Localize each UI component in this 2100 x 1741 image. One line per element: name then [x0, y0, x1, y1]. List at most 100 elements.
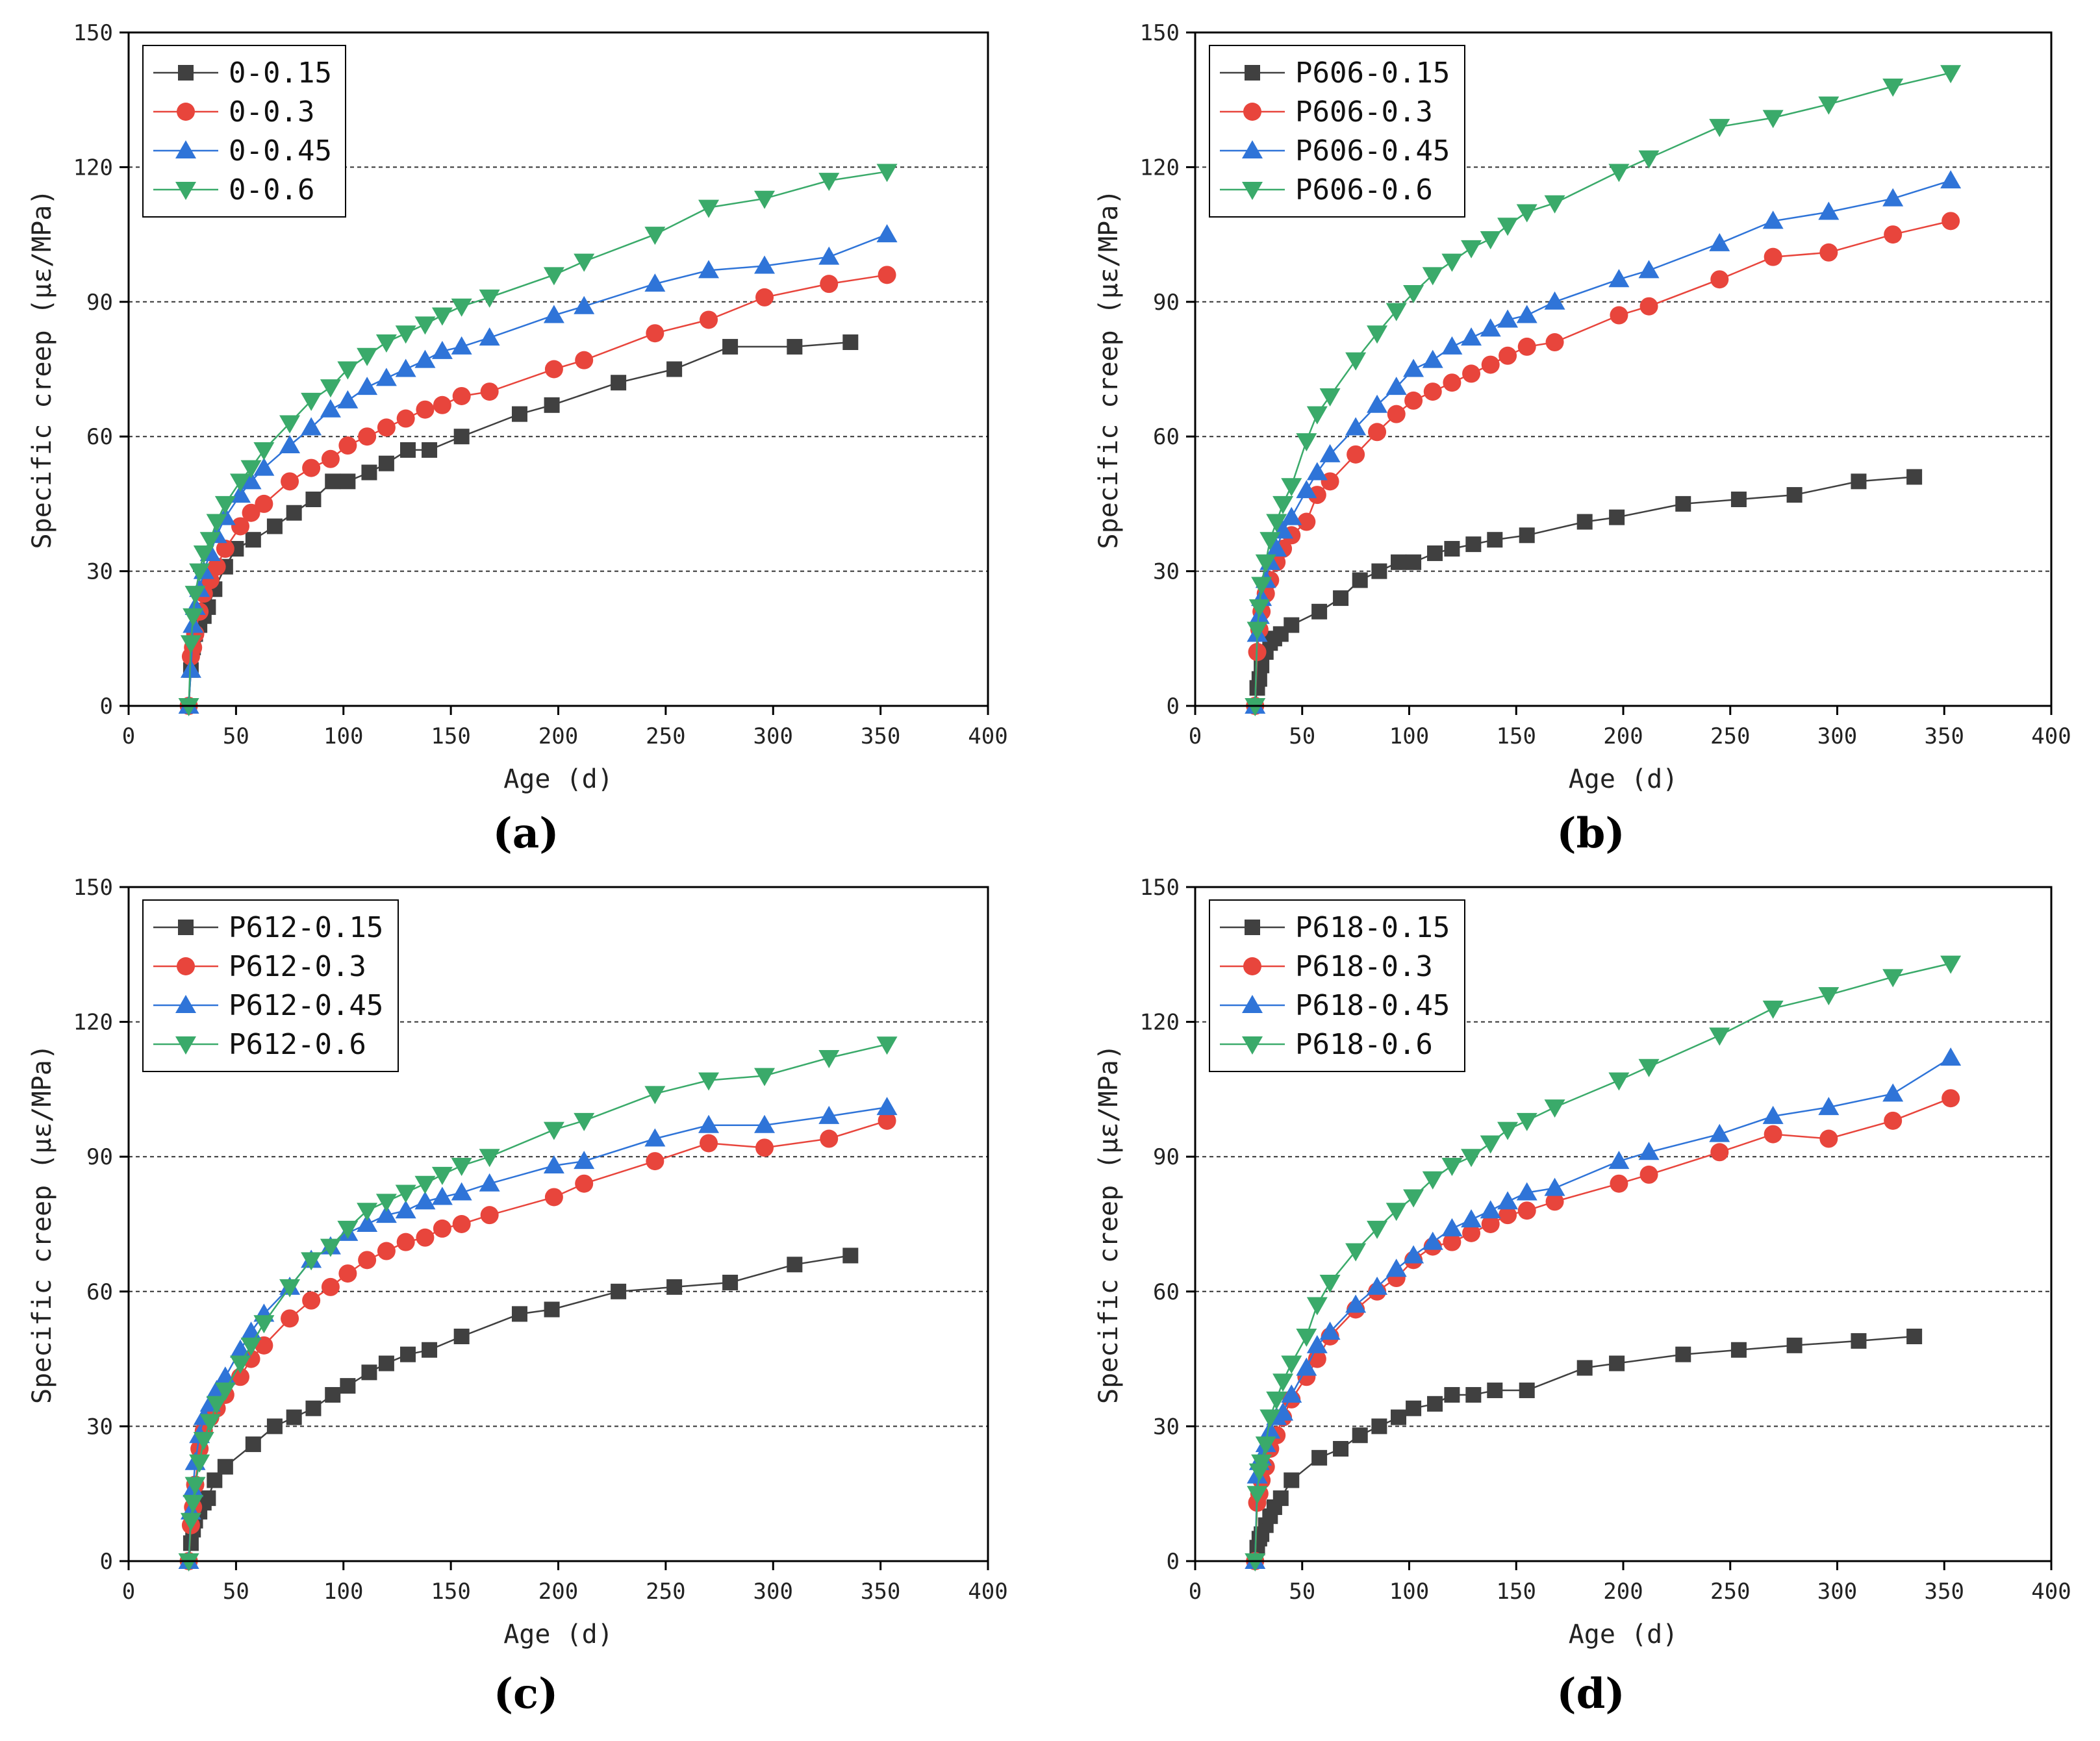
data-point	[1311, 603, 1328, 620]
y-tick-label: 90	[1153, 1144, 1180, 1170]
data-point	[395, 1184, 416, 1203]
data-point	[644, 1128, 666, 1147]
data-point	[1266, 514, 1287, 532]
data-point	[301, 417, 322, 436]
legend-marker	[175, 140, 196, 158]
data-point	[1608, 1072, 1630, 1091]
data-point	[1710, 270, 1729, 289]
legend-label: P612-0.6	[229, 1028, 366, 1061]
data-point	[698, 260, 720, 279]
y-tick-label: 0	[1167, 1549, 1180, 1575]
data-point	[1281, 507, 1302, 525]
data-point	[1818, 201, 1840, 220]
legend-label: P618-0.45	[1295, 989, 1450, 1022]
data-point	[301, 1252, 322, 1271]
y-tick-label: 30	[1153, 559, 1180, 585]
data-point	[1461, 1149, 1482, 1168]
data-point	[1319, 444, 1341, 462]
legend-marker	[1242, 1036, 1263, 1055]
data-point	[240, 471, 262, 490]
data-point	[1297, 512, 1316, 531]
data-point	[338, 436, 357, 455]
data-point	[574, 1151, 595, 1170]
data-point	[1251, 577, 1272, 595]
data-point	[320, 379, 341, 398]
x-tick-label: 250	[1710, 1579, 1750, 1605]
data-point	[1519, 527, 1535, 544]
legend-marker	[178, 65, 194, 81]
legend-label: 0-0.6	[229, 173, 314, 207]
data-point	[245, 1436, 261, 1453]
data-point	[431, 340, 453, 359]
data-point	[1638, 1142, 1660, 1160]
data-point	[340, 473, 356, 490]
data-point	[375, 334, 397, 353]
x-tick-label: 400	[2031, 1579, 2071, 1605]
data-point	[698, 1114, 720, 1133]
data-point	[180, 659, 201, 678]
data-point	[416, 1228, 435, 1247]
data-point	[1942, 1089, 1960, 1108]
data-point	[1422, 1171, 1443, 1190]
panel-label: (b)	[1556, 809, 1625, 858]
x-tick-label: 350	[1925, 1579, 1964, 1605]
data-point	[1404, 391, 1423, 410]
data-point	[1940, 65, 1962, 84]
data-point	[183, 608, 204, 627]
data-point	[1516, 204, 1537, 223]
data-point	[1403, 284, 1424, 303]
y-tick-label: 60	[1153, 424, 1180, 450]
data-point	[189, 563, 210, 582]
data-point	[1385, 1259, 1407, 1277]
y-tick-label: 30	[86, 1414, 113, 1440]
data-point	[1819, 1129, 1838, 1148]
data-point	[1444, 1386, 1460, 1403]
data-point	[1367, 1276, 1388, 1295]
data-point	[544, 360, 563, 379]
data-point	[722, 338, 739, 355]
data-point	[1730, 1342, 1747, 1358]
data-point	[644, 1086, 666, 1105]
data-point	[1245, 1553, 1266, 1572]
data-point	[1882, 78, 1904, 97]
data-point	[1308, 486, 1326, 505]
data-point	[1517, 1201, 1536, 1220]
data-point	[878, 1111, 896, 1130]
data-point	[574, 253, 595, 272]
data-point	[698, 199, 720, 218]
data-point	[361, 464, 377, 481]
data-point	[543, 305, 564, 323]
data-point	[1306, 462, 1328, 481]
data-point	[1516, 1182, 1537, 1201]
x-tick-label: 150	[1497, 1579, 1536, 1605]
data-point	[754, 1068, 776, 1086]
data-point	[199, 532, 221, 551]
data-point	[1497, 218, 1519, 236]
data-point	[1443, 373, 1461, 392]
data-point	[1462, 1223, 1481, 1242]
data-point	[1333, 590, 1349, 607]
y-tick-label: 0	[100, 1549, 113, 1575]
legend-label: P618-0.15	[1295, 911, 1450, 944]
data-point	[240, 460, 262, 479]
data-point	[253, 1315, 275, 1334]
x-axis-title: Age (d)	[503, 764, 613, 794]
x-tick-label: 150	[1497, 723, 1536, 749]
legend-marker	[177, 103, 195, 121]
data-point	[338, 1264, 357, 1283]
y-tick-label: 150	[73, 20, 113, 46]
data-point	[1519, 1383, 1535, 1399]
x-tick-label: 50	[223, 1579, 249, 1605]
data-point	[1675, 495, 1691, 512]
data-point	[1266, 1391, 1287, 1410]
data-point	[1884, 225, 1903, 244]
legend-marker	[178, 920, 194, 935]
data-point	[279, 415, 301, 434]
x-tick-label: 250	[1710, 723, 1750, 749]
data-point	[396, 409, 415, 428]
data-point	[1481, 355, 1500, 374]
x-tick-label: 50	[1289, 723, 1315, 749]
data-point	[1461, 240, 1482, 258]
data-point	[240, 1337, 262, 1356]
data-point	[1319, 1274, 1341, 1293]
